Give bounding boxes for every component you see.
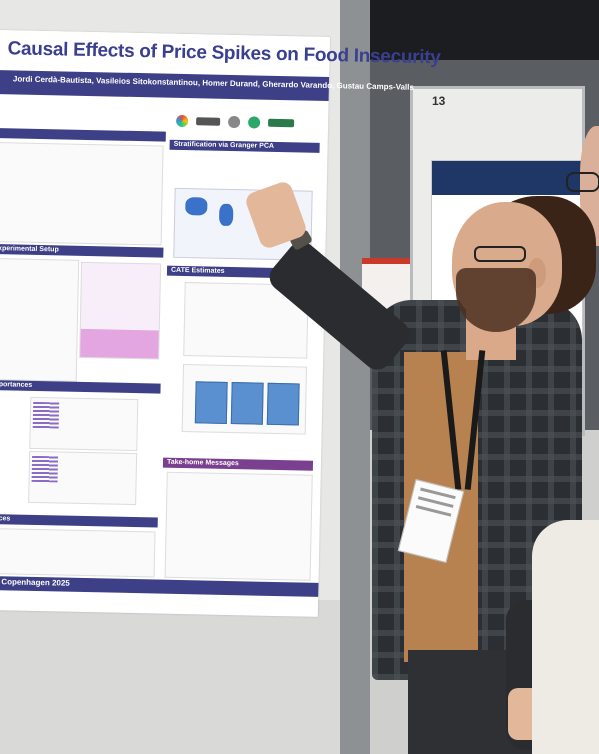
poster-board-frame xyxy=(340,0,370,754)
importance-bars-top xyxy=(32,401,60,429)
poster-logos xyxy=(176,112,316,133)
poster-affiliations xyxy=(0,100,168,104)
cate-bar xyxy=(194,381,228,424)
cate-bar-plot xyxy=(181,364,308,435)
main-poster: Causal Effects of Price Spikes on Food I… xyxy=(0,30,441,617)
badge-text-line xyxy=(415,505,452,517)
take-home-text xyxy=(164,471,313,581)
cate-bar xyxy=(230,382,264,425)
causal-graph xyxy=(79,261,162,360)
other-person-glasses xyxy=(566,172,599,192)
cate-bar xyxy=(266,382,300,426)
section-header-references: rences xyxy=(0,513,158,528)
logo-icon xyxy=(268,118,295,128)
causal-graph-highlight xyxy=(80,328,159,359)
section-header-importances: Importances xyxy=(0,379,161,394)
other-person-body xyxy=(532,520,599,754)
logo-icon xyxy=(228,115,241,129)
background-poster-header xyxy=(432,161,582,195)
importance-plot-bottom xyxy=(28,450,138,506)
map-region xyxy=(185,197,208,216)
presenter-glasses xyxy=(474,246,526,262)
poster-board-lower xyxy=(0,600,350,754)
motivation-text xyxy=(0,142,164,246)
references-text xyxy=(0,527,156,578)
section-header-stratification: Stratification via Granger PCA xyxy=(169,139,320,153)
cate-caption xyxy=(169,438,309,457)
importance-bars-bottom xyxy=(31,455,59,483)
logo-icon xyxy=(176,114,189,128)
section-header-experimental-setup: Experimental Setup xyxy=(0,243,164,258)
poster-title-area: Causal Effects of Price Spikes on Food I… xyxy=(0,30,441,78)
board-number: 13 xyxy=(432,94,446,108)
section-header-take-home: Take-home Messages xyxy=(162,457,314,471)
experimental-setup-text xyxy=(0,258,80,382)
importance-plot-top xyxy=(29,396,139,452)
logo-icon xyxy=(247,116,261,129)
map-region xyxy=(218,203,234,227)
logo-icon xyxy=(196,117,221,126)
presenter-beard xyxy=(456,268,536,332)
section-header-motivation xyxy=(0,127,166,142)
poster-footer-text: PS Copenhagen 2025 xyxy=(0,577,70,588)
